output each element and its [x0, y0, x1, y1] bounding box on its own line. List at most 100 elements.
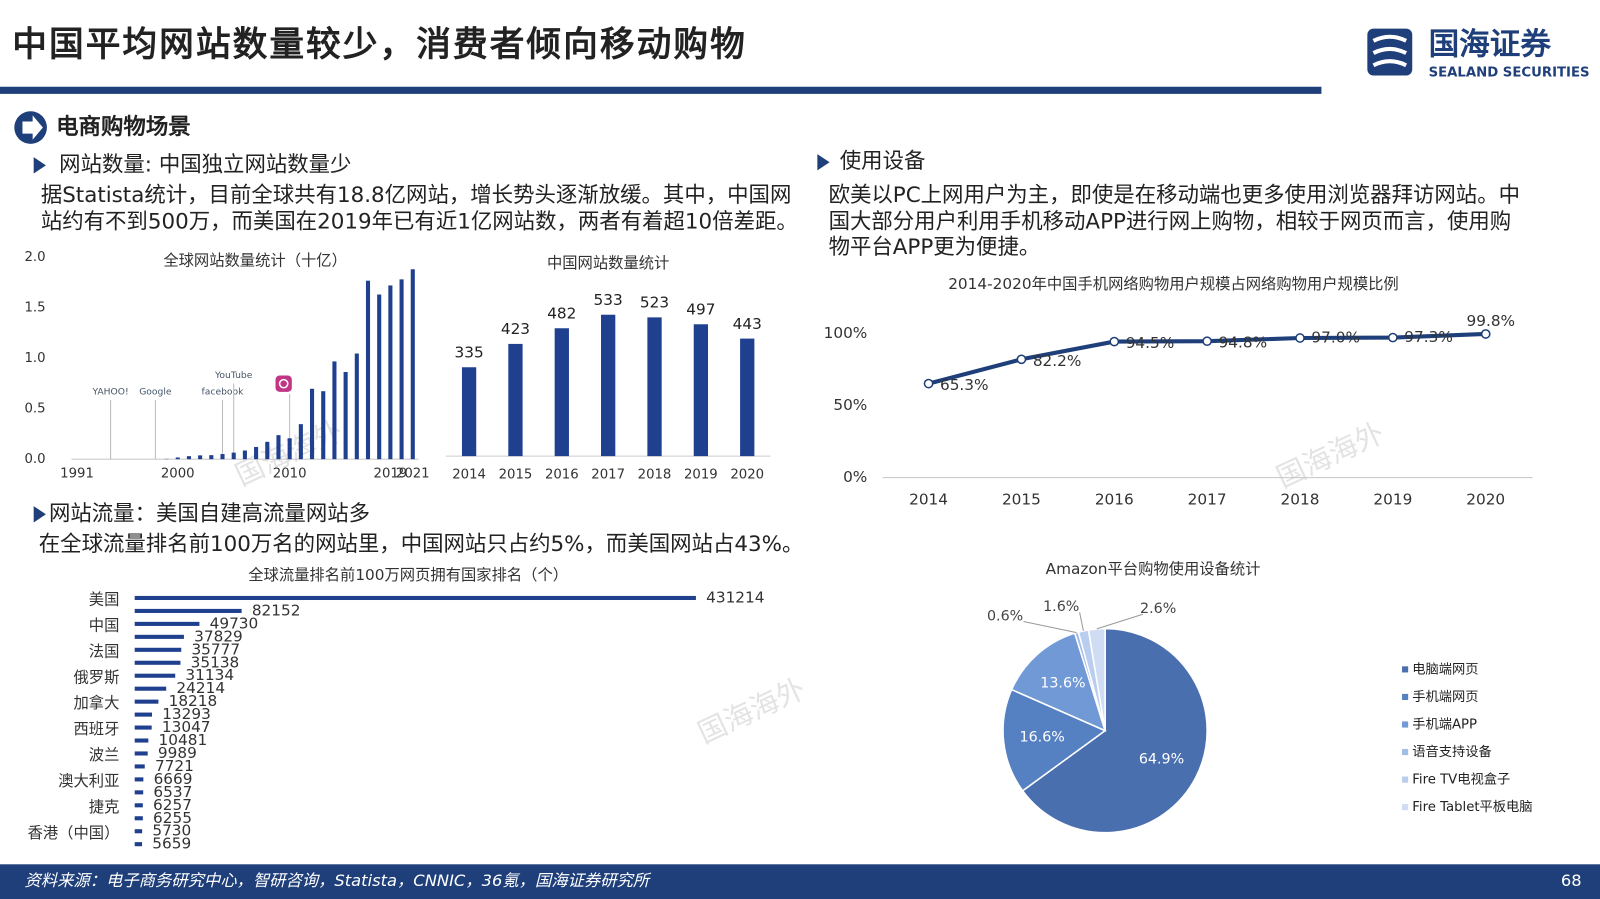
y-tick-label: 加拿大: [73, 694, 119, 712]
data-label: 7721: [155, 757, 194, 775]
bar: [388, 285, 393, 460]
x-tick-label: 2016: [1095, 491, 1134, 509]
data-label: 2.6%: [1140, 601, 1176, 617]
header-rule: [0, 86, 1322, 94]
bar: [601, 314, 616, 457]
data-label: 49730: [210, 614, 259, 632]
y-tick-label: 2.0: [24, 250, 45, 265]
paragraph-line: 在全球流量排名前100万名的网站里，中国网站只占约5%，而美国网站占43%。: [39, 532, 804, 557]
y-tick-label: 澳大利亚: [58, 772, 119, 790]
y-tick-label: 俄罗斯: [73, 668, 119, 686]
x-tick-label: 2016: [545, 467, 579, 482]
annotation: facebook: [202, 386, 245, 397]
legend-swatch: [1402, 666, 1409, 673]
footer-bar: [0, 864, 1600, 899]
bar: [693, 324, 709, 457]
data-label: 443: [733, 315, 762, 333]
bar: [186, 456, 191, 460]
marker: [1480, 329, 1491, 339]
legend-swatch: [1402, 776, 1409, 783]
bar: [265, 441, 270, 460]
x-tick-label: 2015: [499, 467, 533, 482]
bar: [134, 751, 148, 756]
section-title: 电商购物场景: [56, 113, 191, 140]
data-label: 6255: [153, 809, 192, 827]
pie-slice: [1002, 688, 1107, 792]
chart-title: 全球流量排名前100万网页拥有国家排名（个）: [248, 566, 568, 584]
bar: [198, 455, 203, 460]
chart-title: 全球网站数量统计（十亿）: [163, 252, 347, 270]
bar: [254, 446, 259, 460]
y-tick-label: 中国: [89, 616, 120, 634]
bar: [134, 712, 152, 717]
marker: [1202, 336, 1212, 347]
y-tick-label: 西班牙: [73, 720, 119, 738]
bar: [287, 438, 292, 460]
data-label: 431214: [706, 588, 764, 606]
y-tick-label: 0%: [843, 468, 867, 486]
marker: [1388, 332, 1398, 343]
data-label: 65.3%: [940, 376, 989, 394]
x-tick-label: 1991: [60, 466, 94, 481]
bar: [134, 842, 143, 847]
x-tick-label: 2020: [1466, 491, 1505, 509]
bar: [134, 608, 242, 613]
data-label: 35138: [191, 653, 240, 671]
annotation: YAHOO!: [92, 386, 129, 397]
data-label: 31134: [185, 666, 234, 684]
bar: [134, 660, 181, 665]
legend-swatch: [1402, 693, 1409, 701]
logo: 国海证券 SEALAND SECURITIES: [1367, 27, 1590, 80]
x-tick-label: 2014: [452, 467, 486, 482]
slide-title: 中国平均网站数量较少，消费者倾向移动购物: [12, 25, 747, 65]
y-tick-label: 0.0: [24, 452, 45, 467]
data-label: 82.2%: [1033, 352, 1082, 370]
bar: [134, 634, 184, 639]
x-tick-label: 2000: [161, 466, 195, 481]
instagram-icon: [275, 375, 292, 392]
data-label: 24214: [176, 679, 225, 697]
y-tick-label: 法国: [89, 642, 120, 660]
bar: [647, 317, 662, 457]
legend-swatch: [1402, 748, 1409, 756]
paragraph-line: 国大部分用户利用手机移动APP进行网上购物，相较于网页而言，使用购: [829, 209, 1512, 234]
chart-title: Amazon平台购物使用设备统计: [1046, 560, 1261, 578]
y-tick-label: 50%: [833, 396, 867, 414]
heading: 网站流量：美国自建高流量网站多: [49, 501, 370, 526]
data-label: 6257: [153, 796, 192, 814]
bar: [134, 738, 149, 743]
bullet: [817, 154, 830, 171]
chart-title: 2014-2020年中国手机网络购物用户规模占网络购物用户规模比例: [948, 275, 1399, 293]
data-label: 5659: [152, 835, 191, 853]
legend-label: 手机端APP: [1412, 717, 1477, 733]
bar: [134, 816, 143, 821]
bar: [410, 269, 415, 460]
data-label: 64.9%: [1139, 751, 1184, 767]
pie-slice: [1021, 627, 1208, 834]
chart-title: 中国网站数量统计: [547, 254, 669, 272]
bar: [134, 790, 144, 795]
bullet: [33, 506, 46, 523]
marker: [923, 378, 934, 389]
data-label: 1.6%: [1043, 599, 1079, 615]
bar: [134, 621, 200, 626]
data-label: 497: [686, 300, 715, 318]
bar: [343, 372, 348, 460]
data-label: 37829: [194, 627, 243, 645]
marker: [1109, 336, 1120, 347]
x-tick-label: 2014: [909, 491, 948, 509]
bar: [134, 829, 143, 834]
data-label: 335: [454, 343, 483, 361]
x-tick-label: 2017: [591, 467, 625, 482]
bar: [276, 435, 281, 460]
y-tick-label: 1.0: [24, 351, 45, 366]
bar: [134, 686, 167, 691]
data-label: 5730: [152, 822, 191, 840]
marker: [1295, 333, 1305, 343]
data-label: 423: [501, 320, 530, 338]
data-label: 10481: [159, 731, 208, 749]
x-tick-label: 2018: [1281, 491, 1320, 509]
legend-label: 语音支持设备: [1412, 743, 1492, 760]
bar: [321, 391, 326, 460]
